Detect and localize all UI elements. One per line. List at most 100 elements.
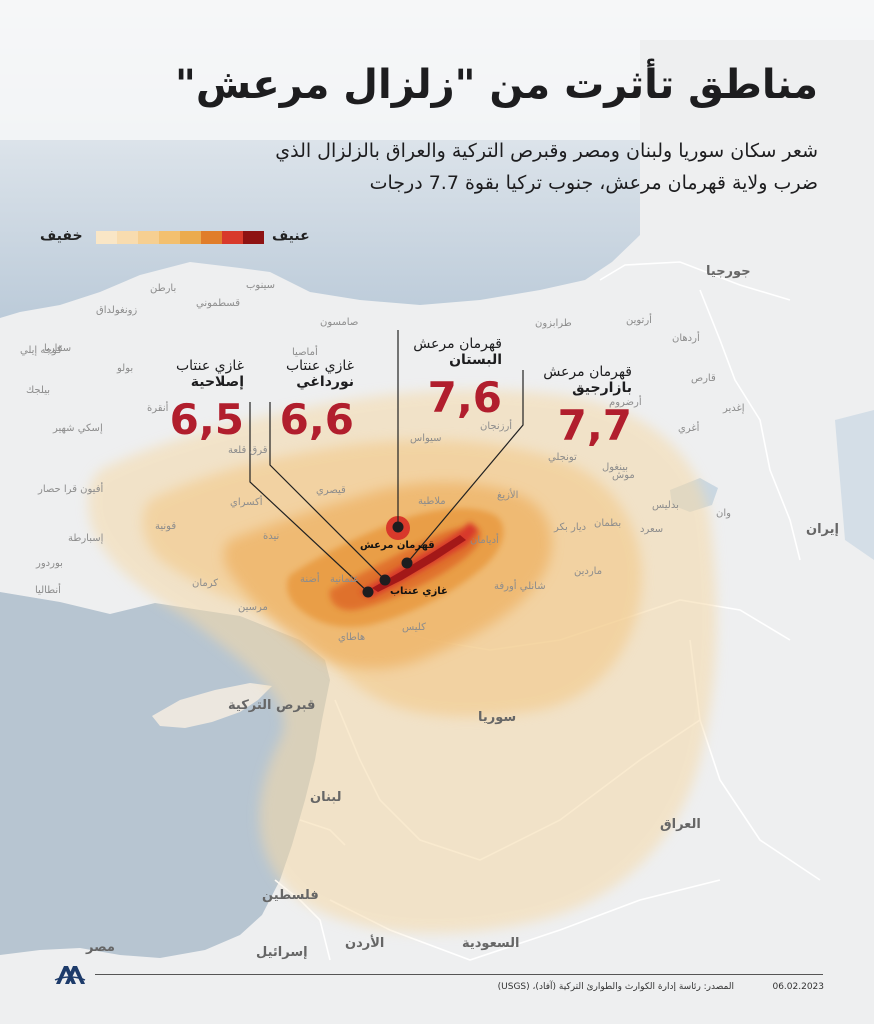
province-label: الأزيغ [497,490,519,501]
province-label: بدليس [652,500,679,511]
country-cyprus: قبرص التركية [228,698,316,713]
subtitle-line-1: شعر سكان سوريا ولبنان ومصر وقبرص التركية… [275,140,818,162]
black-sea-whiten [0,0,874,140]
label-kahramanmaras: قهرمان مرعش [360,540,435,551]
legend-swatch [243,231,264,244]
province-label: عثمانية [330,574,359,585]
province-label: كليس [402,622,426,633]
province-label: أردهان [672,333,700,344]
province-label: بطمان [594,518,622,529]
province-label: ماردين [574,566,603,577]
label-gaziantep: غازي عنتاب [390,586,448,597]
province-label: أديامان [470,535,499,546]
country-egypt: مصر [86,940,115,955]
province-label: شانلي أورفة [494,581,546,592]
legend-strong-label: عنيف [272,228,310,244]
caspian-edge [835,410,874,560]
eq-province: غازي عنتاب [175,358,244,374]
page-title: مناطق تأثرت من "زلزال مرعش" [175,62,818,108]
province-label: قرق قلعة [228,445,268,456]
province-label: أفيون قرا حصار [38,484,104,495]
epicenter-islahiye [362,586,374,598]
province-label: سينوب [246,280,275,291]
country-iraq: العراق [660,817,701,832]
country-iran: إيران [806,522,839,537]
province-label: قيصري [316,485,346,496]
epicenter-pazarcik [401,557,413,569]
legend-swatch [96,231,117,244]
province-label: موش [612,470,635,481]
province-label: قارص [691,373,716,384]
earthquake-nurdagi: غازي عنتاب نورداغي 6,6 [280,358,354,446]
epicenter-markers [362,521,413,598]
legend-swatch [138,231,159,244]
eq-magnitude: 7,6 [427,373,502,422]
province-label: إغدير [723,403,745,414]
province-label: بارطن [150,283,177,294]
legend-swatch [222,231,243,244]
eq-province: غازي عنتاب [285,358,354,374]
province-label: مرسين [238,602,268,613]
province-label: بيلجك [26,385,50,396]
province-label: أرضروم [609,397,642,408]
province-label: سعرد [640,524,664,535]
epicenter-nurdagi [379,574,391,586]
province-label: أماصيا [292,347,318,358]
province-label: نيدة [263,531,280,542]
callout-lines [249,330,524,593]
aa-logo [54,962,86,990]
cyprus-island [152,683,272,728]
subtitle-line-2: ضرب ولاية قهرمان مرعش، جنوب تركيا بقوة 7… [369,172,818,194]
country-syria: سوريا [478,710,517,725]
eq-magnitude: 7,7 [557,401,632,450]
province-label: أغري [678,423,700,434]
country-jordan: الأردن [345,936,385,951]
country-lebanon: لبنان [310,790,342,805]
province-label: ملاطية [418,496,446,507]
country-palestine: فلسطين [262,888,319,903]
footer-source: المصدر: رئاسة إدارة الكوارث والطوارئ الت… [497,982,734,992]
province-label: إسبارطة [68,533,104,544]
province-label: أنطاليا [35,585,61,596]
legend-swatch [180,231,201,244]
province-label: طرابزون [535,318,572,329]
province-label: وان [716,508,731,519]
eq-district: بازارجيق [572,380,632,396]
country-saudi: السعودية [462,936,520,951]
province-label: أضنة [300,574,320,585]
province-label: قسطموني [196,298,240,309]
province-label: بوردور [36,558,63,569]
province-label: سيواس [410,433,442,444]
province-label: ديار بكر [554,522,587,533]
province-label: كرمان [192,578,219,589]
eq-district: نورداغي [296,374,354,390]
province-label: أرزنجان [480,421,513,432]
earthquake-islahiye: غازي عنتاب إصلاحية 6,5 [170,358,244,446]
earthquake-pazarcik: قهرمان مرعش بازارجيق 7,7 [543,364,632,452]
legend-weak-label: خفيف [40,228,83,244]
eq-province: قهرمان مرعش [543,364,632,380]
shakemap [88,389,717,934]
country-georgia: جورجيا [706,264,751,279]
province-label: أكسراي [230,497,263,508]
province-label: أنقرة [147,403,169,414]
legend-swatch [117,231,138,244]
footer-divider [95,974,823,975]
province-label: أرتوين [626,315,652,326]
province-label: هاطاي [338,632,366,643]
legend-swatch [201,231,222,244]
province-label: زونغولداق [96,305,138,316]
intensity-legend: خفيف عنيف [40,228,320,248]
eq-magnitude: 6,6 [279,395,354,444]
legend-swatch [159,231,180,244]
eq-district: إصلاحية [190,374,244,390]
country-israel: إسرائيل [256,945,308,960]
province-label: قونية [155,521,177,532]
footer-date: 06.02.2023 [772,982,824,992]
province-label: صامسون [320,317,359,328]
province-label: بولو [117,363,134,374]
eq-magnitude: 6,5 [169,395,244,444]
eq-district: البستان [449,352,502,368]
province-label: سقاريا [44,343,72,354]
